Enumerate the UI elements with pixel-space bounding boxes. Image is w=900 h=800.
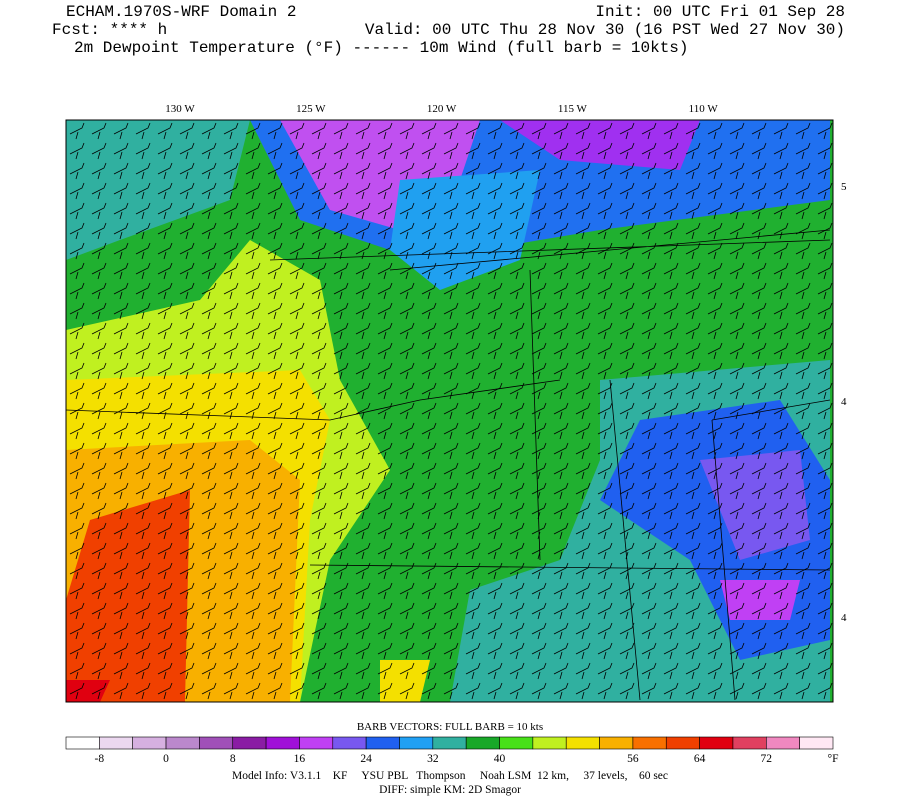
colorbar-label: 72 <box>761 753 773 765</box>
colorbar-swatch <box>299 736 334 750</box>
colorbar-swatch <box>532 736 567 750</box>
colorbar-swatch <box>132 736 167 750</box>
colorbar-swatch <box>699 736 734 750</box>
colorbar-swatch <box>599 736 634 750</box>
lon-label: 125 W <box>296 103 326 115</box>
colorbar-swatch <box>499 736 534 750</box>
colorbar-swatch <box>199 736 234 750</box>
colorbar-swatch <box>99 736 133 750</box>
colorbar-swatch <box>399 736 434 750</box>
colorbar-label: 64 <box>694 753 706 765</box>
colorbar-unit: °F <box>828 753 839 765</box>
lon-label: 115 W <box>558 103 588 115</box>
lon-labels: 130 W 125 W 120 W 115 W 110 W <box>165 103 718 115</box>
colorbar-title: BARB VECTORS: FULL BARB = 10 kts <box>357 721 543 733</box>
colorbar-swatch <box>799 736 834 750</box>
colorbar-label: 24 <box>360 753 372 765</box>
colorbar-swatch <box>165 736 200 750</box>
valid-time: Valid: 00 UTC Thu 28 Nov 30 (16 PST Wed … <box>365 21 845 39</box>
lat-label: 5 <box>841 181 847 193</box>
colorbar-label: 32 <box>427 753 439 765</box>
forecast-hour: Fcst: **** h <box>52 21 167 39</box>
map-frame <box>65 119 834 703</box>
map <box>66 120 833 702</box>
colorbar-swatch <box>265 736 300 750</box>
lat-label: 4 <box>841 396 847 408</box>
colorbar-swatch <box>665 736 700 750</box>
colorbar-swatch <box>766 736 800 750</box>
init-time: Init: 00 UTC Fri 01 Sep 28 <box>595 3 845 21</box>
lat-label: 4 <box>841 612 847 624</box>
model-title: ECHAM.1970S-WRF Domain 2 <box>66 3 296 21</box>
colorbar-label: -8 <box>95 753 105 765</box>
lon-label: 130 W <box>165 103 195 115</box>
lon-label: 120 W <box>427 103 457 115</box>
colorbar: -8 0 8 16 24 32 40 56 64 72 °F <box>65 736 839 765</box>
colorbar-swatch <box>465 736 500 750</box>
colorbar-label: 8 <box>230 753 236 765</box>
colorbar-swatch <box>332 736 367 750</box>
lat-labels: 5 4 4 <box>841 181 847 624</box>
model-info: Model Info: V3.1.1 KF YSU PBL Thompson N… <box>232 770 668 782</box>
lon-label: 110 W <box>689 103 719 115</box>
colorbar-swatch <box>65 736 100 750</box>
colorbar-label: 40 <box>494 753 506 765</box>
colorbar-swatch <box>732 736 767 750</box>
colorbar-label: 16 <box>294 753 306 765</box>
diff-info: DIFF: simple KM: 2D Smagor <box>379 784 521 796</box>
colorbar-swatch <box>232 736 267 750</box>
colorbar-label: 56 <box>627 753 639 765</box>
colorbar-label: 0 <box>163 753 169 765</box>
field-title: 2m Dewpoint Temperature (°F) ------ 10m … <box>74 39 689 57</box>
colorbar-swatch <box>632 736 667 750</box>
colorbar-swatch <box>365 736 400 750</box>
colorbar-swatch <box>432 736 467 750</box>
colorbar-swatch <box>565 736 600 750</box>
